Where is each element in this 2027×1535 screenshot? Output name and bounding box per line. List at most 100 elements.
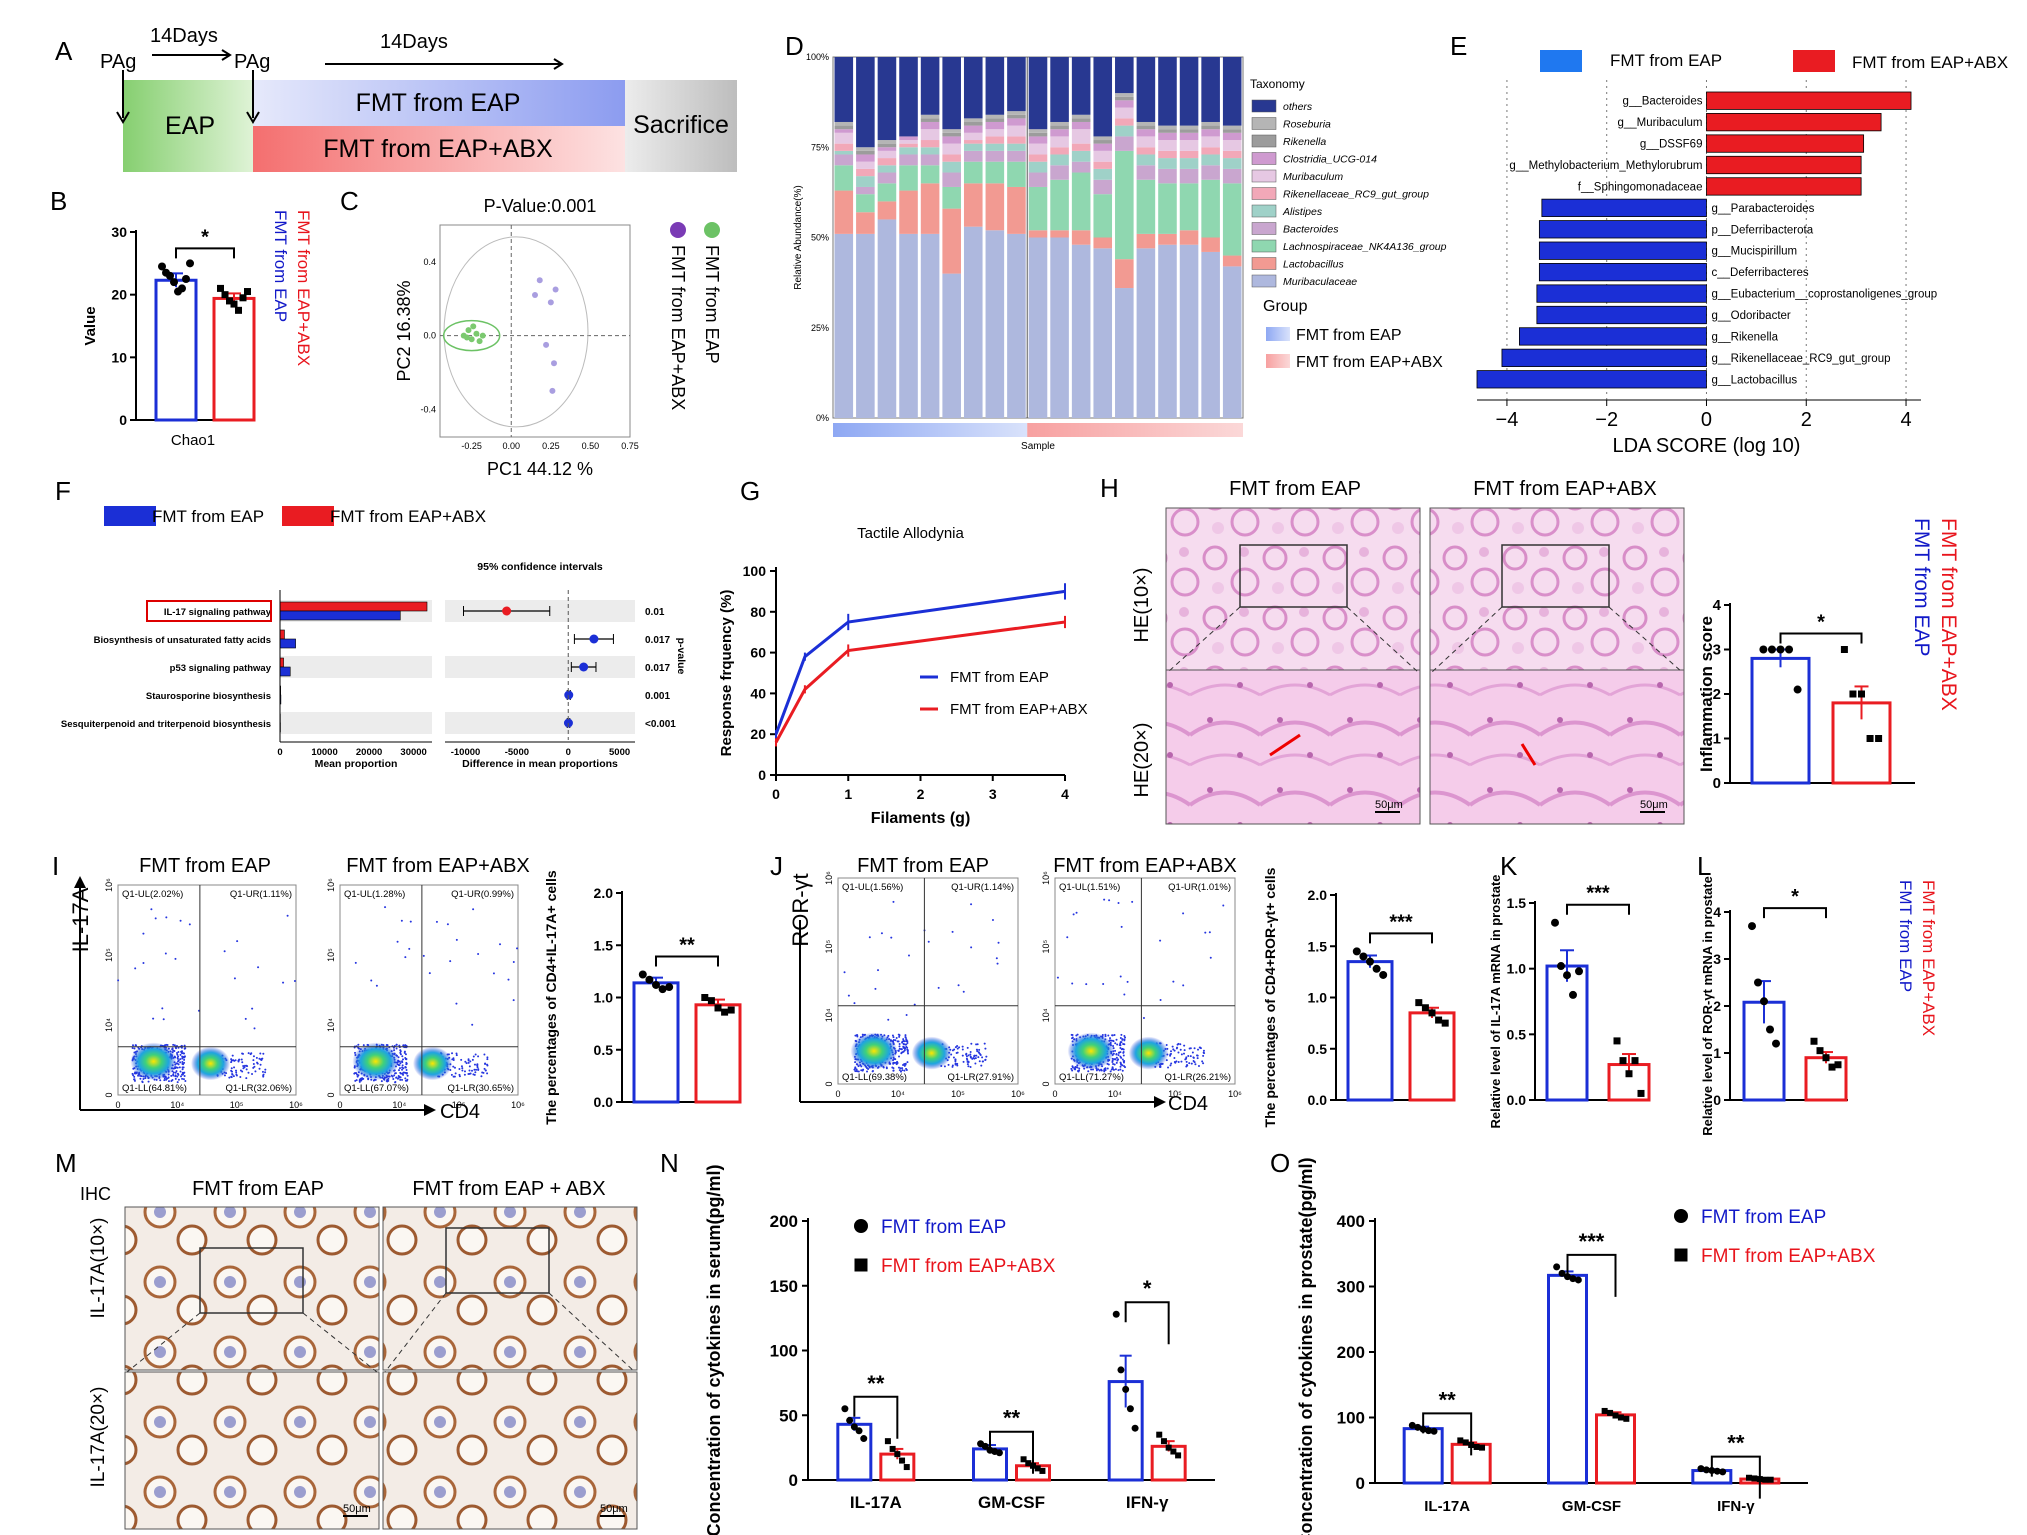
stack-segment [1222, 168, 1242, 184]
quadrant-label: Q1-LR(32.06%) [225, 1083, 292, 1094]
event-dot [906, 1049, 909, 1052]
event-dot [978, 1048, 981, 1051]
event-dot [453, 1075, 456, 1078]
event-dot [1103, 898, 1106, 901]
bar [1545, 964, 1589, 1102]
data-point [1719, 1468, 1727, 1476]
event-dot [1072, 913, 1075, 916]
event-dot [1185, 1060, 1188, 1063]
event-dot [965, 1055, 968, 1058]
data-point [1415, 999, 1423, 1007]
bar [212, 296, 256, 422]
stack-segment [877, 165, 897, 173]
row-title: IL-17A(20×) [88, 1387, 109, 1488]
stack-segment [1071, 129, 1091, 144]
stack-segment [1158, 132, 1177, 141]
stack-segment [985, 183, 1005, 231]
stack-segment [899, 190, 918, 234]
event-dot [177, 1063, 180, 1066]
x-tick-label: 10000 [311, 747, 337, 758]
event-dot [435, 920, 438, 923]
significance-label: ** [679, 935, 695, 957]
event-dot [1131, 900, 1134, 903]
event-dot [902, 1046, 905, 1049]
event-dot [1122, 1054, 1125, 1057]
event-dot [409, 920, 412, 923]
stack-segment [1028, 237, 1048, 418]
event-dot [1197, 1065, 1200, 1068]
legend-label: FMT from EAP+ABX [1852, 53, 2008, 72]
quadrant-label: Q1-LL(67.07%) [344, 1083, 409, 1094]
event-dot [449, 960, 452, 963]
event-dot [402, 1044, 405, 1047]
fmt-eap-block [253, 80, 625, 126]
x-tick-label: 10⁶ [1228, 1089, 1242, 1099]
data-point [903, 1464, 910, 1471]
event-dot [405, 1079, 408, 1082]
event-dot [166, 1043, 169, 1046]
event-dot [474, 1053, 477, 1056]
event-dot [1102, 983, 1105, 986]
panel-h-images: H FMT from EAP FMT from EAP+ABX HE(10×) … [1100, 473, 1685, 825]
data-point [1408, 1421, 1416, 1429]
event-dot [1116, 1043, 1119, 1046]
event-dot [174, 1075, 177, 1078]
event-dot [154, 917, 157, 920]
event-dot [401, 1060, 404, 1063]
stack-segment [834, 143, 854, 151]
event-dot [970, 946, 973, 949]
stack-segment [1050, 125, 1069, 130]
event-dot [244, 1017, 247, 1020]
row-title: HE(10×) [1131, 567, 1153, 642]
legend-label: FMT from EAP [1910, 518, 1933, 656]
event-dot [1196, 1054, 1199, 1057]
stack-segment [1007, 161, 1026, 187]
event-dot [1123, 1061, 1126, 1064]
event-dot [891, 1066, 894, 1069]
event-dot [361, 1078, 364, 1081]
event-dot [1196, 1057, 1199, 1060]
data-point [1428, 1009, 1436, 1017]
data-point [1564, 1273, 1571, 1281]
event-dot [375, 984, 378, 987]
legend-swatch [1251, 169, 1277, 183]
event-dot [1173, 1057, 1176, 1060]
stack-segment [1179, 158, 1199, 169]
event-dot [1104, 1067, 1107, 1070]
event-dot [1170, 1050, 1173, 1053]
event-dot [370, 979, 373, 982]
y-tick-label: 100% [806, 52, 829, 62]
event-dot [141, 1080, 144, 1083]
event-dot [181, 1077, 184, 1080]
legend-label: FMT from EAP+ABX [950, 701, 1088, 718]
stack-segment [1222, 129, 1242, 133]
event-dot [905, 1067, 908, 1070]
event-dot [902, 1038, 905, 1041]
data-point [714, 1004, 722, 1012]
event-dot [962, 1060, 965, 1063]
stack-segment [963, 143, 983, 151]
significance-label: * [1143, 1276, 1152, 1301]
feature-label: g__Mucispirillum [1711, 246, 1797, 258]
event-dot [1111, 1034, 1114, 1037]
stack-segment [1115, 136, 1134, 151]
column-title: FMT from EAP+ABX [1473, 478, 1657, 500]
event-dot [898, 1047, 901, 1050]
data-point [1713, 1467, 1721, 1475]
event-dot [974, 1062, 977, 1065]
event-dot [974, 1057, 977, 1060]
quadrant-label: Q1-LL(64.81%) [122, 1083, 187, 1094]
event-dot [1194, 1063, 1197, 1066]
sacrifice-block [625, 80, 737, 172]
event-dot [472, 908, 475, 911]
event-dot [258, 1067, 261, 1070]
sacrifice-label: Sacrifice [633, 111, 729, 139]
y-tick-label: 100 [1337, 1409, 1365, 1428]
series-line [774, 589, 1066, 735]
event-dot [472, 1073, 475, 1076]
data-point [1435, 1016, 1443, 1024]
event-dot [184, 1079, 187, 1082]
event-dot [1120, 1056, 1123, 1059]
bar [1750, 656, 1811, 785]
stack-segment [1093, 161, 1113, 169]
